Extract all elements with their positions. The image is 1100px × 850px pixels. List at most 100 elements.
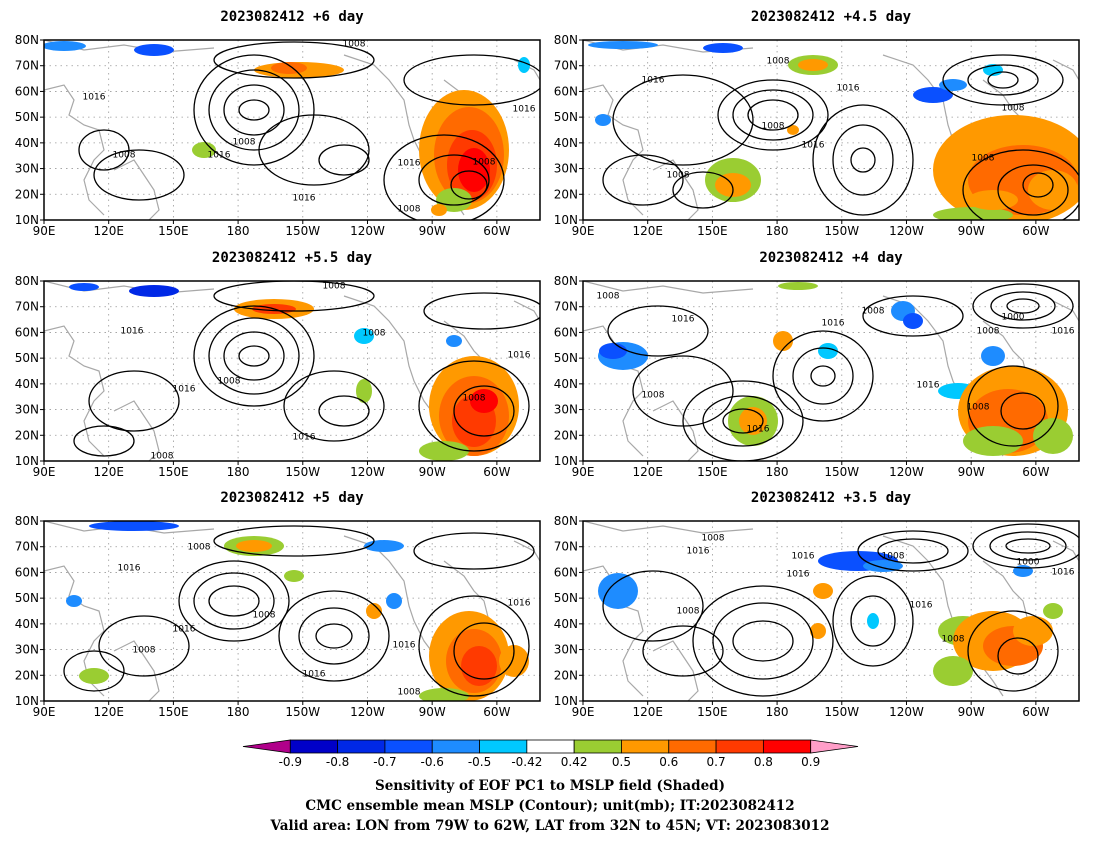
sensitivity-shading: [968, 190, 1018, 210]
coastline: [1052, 59, 1079, 81]
lon-tick-label: 60W: [1022, 465, 1049, 479]
lon-tick-label: 180: [227, 705, 250, 719]
sensitivity-shading: [1043, 603, 1063, 619]
lon-tick-label: 150E: [158, 465, 189, 479]
contour-label: 1016: [508, 351, 531, 361]
contour-label: 1016: [293, 194, 316, 204]
sensitivity-shading: [386, 593, 402, 609]
lat-tick-label: 60N: [15, 84, 39, 98]
contour-label: 1016: [173, 625, 196, 635]
contour-label: 1016: [303, 670, 326, 680]
colorbar-swatch: [242, 739, 291, 754]
mslp-contour: [862, 295, 964, 337]
lat-tick-label: 10N: [554, 454, 578, 468]
coastline: [583, 325, 644, 457]
colorbar-tick-label: -0.5: [468, 755, 491, 769]
contour-label: 1016: [393, 641, 416, 651]
mslp-contour: [283, 370, 385, 442]
caption-line-1: Sensitivity of EOF PC1 to MSLP field (Sh…: [375, 778, 725, 794]
mslp-contour: [1022, 172, 1054, 198]
colorbar-tick-label: -0.6: [421, 755, 444, 769]
sensitivity-shading: [1033, 418, 1073, 454]
mslp-contour: [857, 530, 969, 572]
sensitivity-shading: [66, 595, 82, 607]
mslp-contour: [418, 360, 530, 452]
sensitivity-shading: [1013, 616, 1053, 646]
colorbar-tick-label: 0.7: [707, 755, 726, 769]
lon-tick-label: 120W: [889, 465, 924, 479]
mslp-contour: [607, 305, 709, 357]
contour-label: 1008: [343, 40, 366, 50]
lat-tick-label: 50N: [554, 591, 578, 605]
map-frame: [43, 280, 541, 462]
lon-tick-label: 150W: [824, 705, 859, 719]
mslp-contour: [972, 283, 1074, 329]
map-panel-2: 1008 1016 1008 1016 1008 1008 1008 1016 80N 70N 60…: [554, 9, 1080, 238]
mslp-contour: [315, 623, 353, 649]
lon-tick-label: 150W: [285, 224, 320, 238]
lon-tick-label: 90E: [572, 465, 595, 479]
coastline: [1052, 300, 1079, 322]
contour-label: 1008: [363, 329, 386, 339]
contour-label: 1016: [802, 141, 825, 151]
mslp-contour: [178, 560, 290, 642]
contour-label: 1008: [642, 391, 665, 401]
sensitivity-shading: [1028, 170, 1078, 210]
map-panel-6: 1008 1016 1016 1008 1016 1000 1016 1016 1008 1008…: [554, 490, 1080, 719]
sensitivity-shading: [933, 207, 1013, 220]
lat-tick-label: 40N: [15, 617, 39, 631]
lon-tick-label: 150E: [697, 705, 728, 719]
lat-tick-label: 10N: [15, 213, 39, 227]
contour-label: 1008: [667, 171, 690, 181]
lat-tick-label: 40N: [15, 377, 39, 391]
lat-tick-label: 50N: [554, 110, 578, 124]
map-frame: [582, 39, 1080, 221]
mslp-contour: [193, 54, 315, 166]
lat-tick-label: 20N: [554, 428, 578, 442]
contour-label: 1016: [1052, 568, 1075, 578]
colorbar-swatch: [431, 739, 480, 754]
sensitivity-shading: [598, 573, 638, 609]
lat-tick-label: 10N: [554, 213, 578, 227]
mslp-contour: [78, 129, 130, 171]
lon-tick-label: 120W: [350, 465, 385, 479]
caption-line-2: CMC ensemble mean MSLP (Contour); unit(m…: [305, 798, 794, 814]
sensitivity-shading: [595, 114, 611, 126]
contour-label: 1008: [113, 151, 136, 161]
contour-label: 1008: [1002, 104, 1025, 114]
lat-tick-label: 80N: [15, 33, 39, 47]
colorbar: -0.9 -0.8 -0.7 -0.6 -0.5 -0.42 0.42 0.5 0.6 0.7 0.…: [242, 739, 859, 769]
sensitivity-shading: [356, 379, 372, 403]
lat-tick-label: 50N: [15, 110, 39, 124]
mslp-contour: [238, 345, 270, 367]
colorbar-swatch: [621, 739, 670, 754]
contour-label: 1016: [917, 381, 940, 391]
sensitivity-shading: [981, 346, 1005, 366]
colorbar-tick-label: -0.42: [511, 755, 542, 769]
lat-tick-label: 20N: [15, 428, 39, 442]
coastline: [583, 521, 754, 534]
lat-tick-label: 20N: [15, 187, 39, 201]
sensitivity-shading: [867, 613, 879, 629]
mslp-contour: [383, 134, 505, 220]
lat-tick-label: 80N: [15, 274, 39, 288]
mslp-contour: [213, 281, 375, 312]
lon-tick-label: 180: [766, 705, 789, 719]
lat-tick-label: 60N: [554, 565, 578, 579]
contour-label: 1008: [882, 552, 905, 562]
mslp-contour: [717, 79, 829, 151]
mslp-contour: [972, 523, 1079, 569]
contour-label: 1016: [1052, 327, 1075, 337]
lon-tick-label: 90W: [419, 224, 446, 238]
lat-tick-label: 40N: [554, 136, 578, 150]
colorbar-swatch: [573, 739, 622, 754]
sensitivity-shading: [703, 43, 743, 53]
lon-tick-label: 150W: [824, 465, 859, 479]
contour-label: 1016: [398, 159, 421, 169]
panels-layer: 1008 1016 1008 1016 1016 1016 1008 1008 1008 1016…: [15, 9, 1080, 719]
sensitivity-shading: [588, 41, 658, 49]
sensitivity-shading: [818, 343, 838, 359]
